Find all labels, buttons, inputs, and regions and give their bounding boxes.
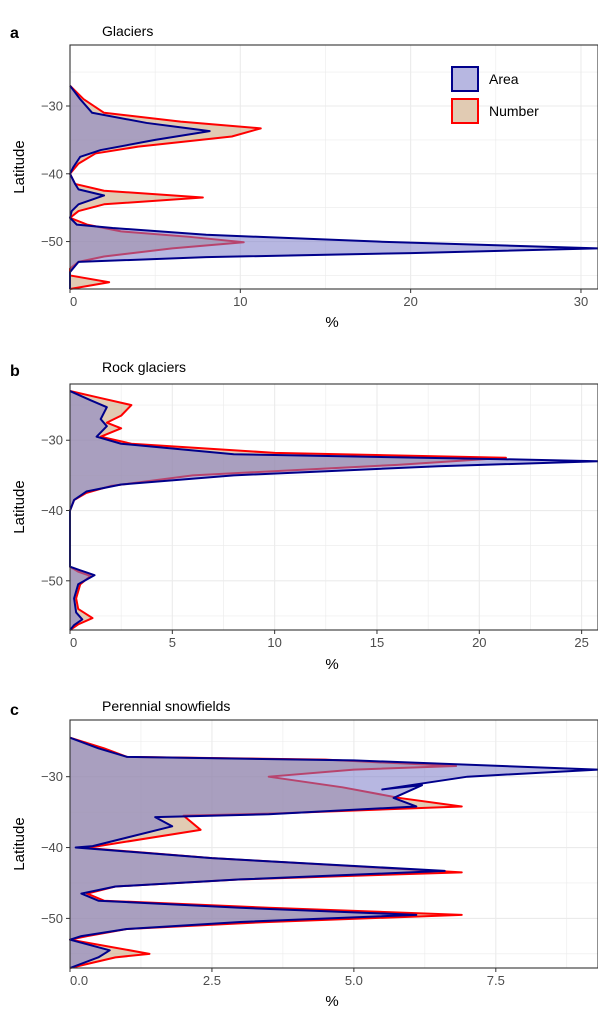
x-tick-label: 10 [233,294,247,309]
x-axis-title: % [325,993,338,1010]
x-tick-label: 7.5 [487,973,505,988]
x-axis-title: % [325,656,338,673]
x-tick-label: 5 [169,635,176,650]
y-tick-label: −50 [41,573,63,588]
x-tick-label: 0 [70,294,77,309]
x-axis-title: % [325,314,338,331]
area-outline-area [69,390,598,631]
area-outline-area [69,85,598,289]
panel-letter: c [10,702,19,719]
panel-c: c Perennial snowfields 0.0 2.5 5.0 7.5 −30 −40 −… [10,698,598,1010]
y-axis-title: Latitude [11,480,28,533]
x-tick-label: 20 [403,294,417,309]
x-tick-label: 2.5 [203,973,221,988]
panel-border [69,44,598,290]
x-tick-label: 10 [267,635,281,650]
panel-b: b Rock glaciers 0 5 10 15 20 25 −30 −40 −50% Latitu… [10,359,598,673]
legend-label-number: Number [489,103,539,119]
grid [69,384,598,630]
panel-letter: a [10,25,19,42]
x-tick-label: 15 [370,635,384,650]
y-tick-label: −40 [41,840,63,855]
y-tick-label: −40 [41,503,63,518]
x-tick-label: 30 [574,294,588,309]
y-tick-label: −50 [41,234,63,249]
y-tick-label: −30 [41,99,63,114]
legend-key-area [451,66,479,92]
x-tick-label: 5.0 [345,973,363,988]
area-fill-area [70,737,598,968]
legend: Area Number [451,66,539,124]
x-tick-label: 25 [574,635,588,650]
y-tick-label: −40 [41,166,63,181]
panel-border [69,383,598,631]
panel-title: Perennial snowfields [102,698,230,714]
x-tick-label: 0.0 [70,973,88,988]
panel-title: Glaciers [102,23,153,39]
y-axis-title: Latitude [11,140,28,193]
x-tick-label: 20 [472,635,486,650]
x-tick-label: 0 [70,635,77,650]
legend-key-number [451,98,479,124]
y-tick-label: −30 [41,769,63,784]
panel-letter: b [10,363,20,380]
legend-label-area: Area [489,71,519,87]
panel-border [69,719,598,969]
y-tick-label: −30 [41,433,63,448]
panel-a: a Glaciers 0 10 20 30 −30 −40 −50% Latitude Area Nu… [10,23,598,331]
y-tick-label: −50 [41,911,63,926]
panel-title: Rock glaciers [102,359,186,375]
area-fill-area [70,85,598,290]
y-axis-title: Latitude [11,817,28,870]
area-outline-area [69,736,598,969]
